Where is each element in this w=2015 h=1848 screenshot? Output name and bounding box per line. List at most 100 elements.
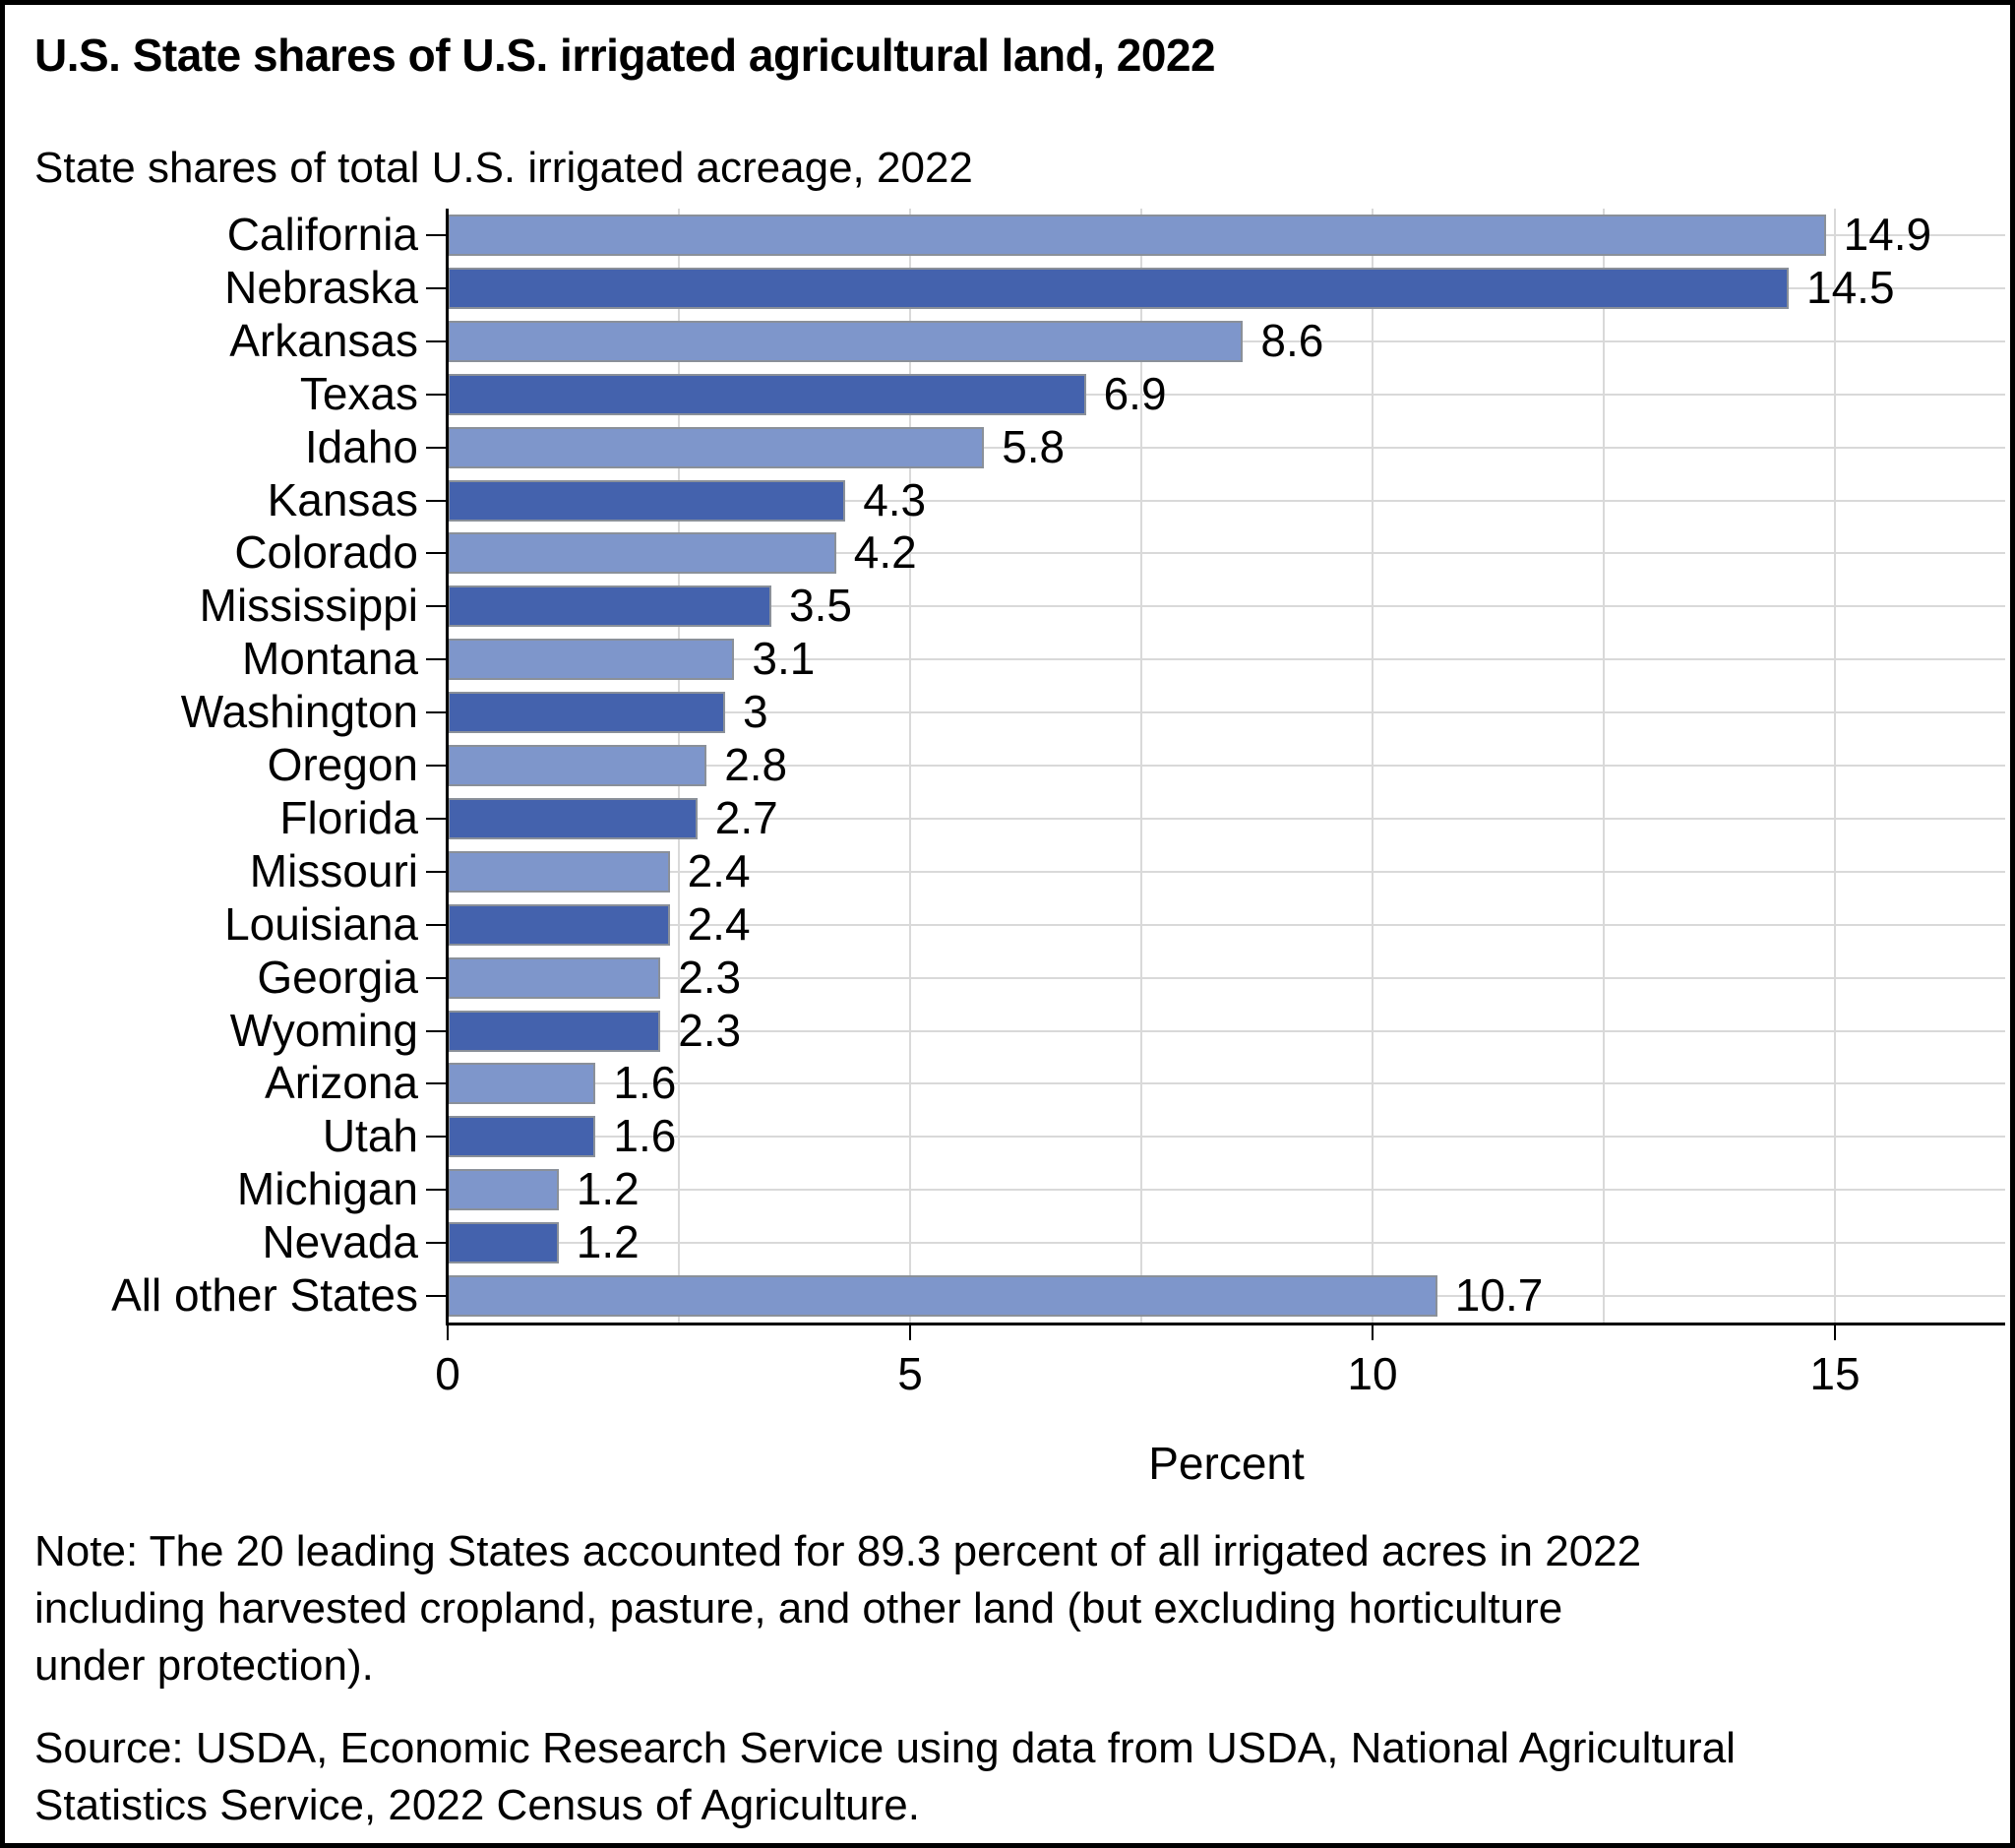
- bar-row: Missouri 2.4: [5, 845, 2010, 898]
- source-line: Source: USDA, Economic Research Service …: [34, 1724, 1736, 1772]
- value-label: 1.2: [576, 1163, 640, 1215]
- bar: [448, 1010, 661, 1052]
- y-axis-tick: [426, 1029, 446, 1032]
- bar-row: All other States 10.7: [5, 1269, 2010, 1323]
- bar: [448, 373, 1086, 415]
- y-axis-tick: [426, 923, 446, 926]
- y-axis-tick: [426, 817, 446, 820]
- category-label: California: [226, 209, 418, 260]
- chart-subtitle: State shares of total U.S. irrigated acr…: [34, 144, 973, 192]
- category-label: Oregon: [267, 739, 418, 790]
- horizontal-gridline: [448, 1029, 2005, 1032]
- bar-row: Idaho 5.8: [5, 421, 2010, 474]
- value-label: 2.3: [678, 1004, 742, 1056]
- bar-row: Washington 3: [5, 686, 2010, 739]
- y-axis-tick: [426, 1136, 446, 1139]
- bar: [448, 1222, 559, 1264]
- y-axis-line: [446, 209, 449, 1325]
- category-label: Michigan: [236, 1163, 418, 1215]
- horizontal-gridline: [448, 552, 2005, 555]
- note-line: under protection).: [34, 1641, 374, 1690]
- category-label: Montana: [241, 633, 418, 685]
- bar: [448, 215, 1826, 256]
- x-axis-line: [446, 1323, 2005, 1325]
- value-label: 2.8: [724, 739, 788, 790]
- bar: [448, 1116, 596, 1158]
- category-label: Kansas: [267, 473, 418, 525]
- horizontal-gridline: [448, 446, 2005, 449]
- x-axis-title: Percent: [1148, 1438, 1305, 1489]
- chart-title: U.S. State shares of U.S. irrigated agri…: [34, 30, 1216, 81]
- value-label: 14.5: [1806, 261, 1895, 313]
- bar: [448, 797, 698, 839]
- y-axis-tick: [426, 1242, 446, 1245]
- value-label: 2.4: [687, 897, 751, 950]
- bar-row: Louisiana 2.4: [5, 898, 2010, 952]
- horizontal-gridline: [448, 1189, 2005, 1192]
- bar: [448, 426, 985, 468]
- horizontal-gridline: [448, 817, 2005, 820]
- x-tick-label: 15: [1809, 1348, 1861, 1399]
- category-label: Idaho: [304, 420, 418, 472]
- bar: [448, 903, 670, 946]
- y-axis-tick: [426, 446, 446, 449]
- bar-row: Kansas 4.3: [5, 474, 2010, 527]
- note-line: including harvested cropland, pasture, a…: [34, 1584, 1563, 1632]
- category-label: Texas: [299, 367, 418, 419]
- value-label: 1.2: [576, 1216, 640, 1268]
- source-line: Statistics Service, 2022 Census of Agric…: [34, 1781, 920, 1829]
- bar-row: Michigan 1.2: [5, 1163, 2010, 1216]
- y-axis-tick: [426, 605, 446, 608]
- y-axis-tick: [426, 286, 446, 289]
- bar-row: Arkansas 8.6: [5, 315, 2010, 368]
- bar-row: Oregon 2.8: [5, 739, 2010, 792]
- horizontal-gridline: [448, 1136, 2005, 1139]
- value-label: 4.3: [863, 473, 927, 525]
- bar: [448, 479, 846, 522]
- x-tick-label: 0: [435, 1348, 460, 1399]
- value-label: 4.2: [853, 526, 917, 579]
- category-label: Louisiana: [224, 897, 418, 950]
- value-label: 2.4: [687, 844, 751, 896]
- y-axis-tick: [426, 765, 446, 767]
- bar: [448, 745, 707, 786]
- y-axis-tick: [426, 870, 446, 873]
- value-label: 10.7: [1454, 1269, 1544, 1321]
- x-axis-tick: [1372, 1325, 1374, 1340]
- y-axis-tick: [426, 1189, 446, 1192]
- x-tick-label: 10: [1347, 1348, 1398, 1399]
- horizontal-gridline: [448, 499, 2005, 502]
- value-label: 2.3: [678, 951, 742, 1003]
- bar-row: Wyoming 2.3: [5, 1005, 2010, 1058]
- y-axis-tick: [426, 711, 446, 714]
- bar-row: Montana 3.1: [5, 633, 2010, 686]
- value-label: 5.8: [1002, 420, 1066, 472]
- horizontal-gridline: [448, 1242, 2005, 1245]
- category-label: Colorado: [234, 526, 418, 579]
- bar-row: Arizona 1.6: [5, 1057, 2010, 1110]
- y-axis-tick: [426, 1295, 446, 1297]
- y-axis-tick: [426, 393, 446, 396]
- bar: [448, 267, 1789, 309]
- category-label: Nebraska: [224, 261, 418, 313]
- value-label: 2.7: [714, 791, 778, 843]
- value-label: 8.6: [1260, 314, 1324, 366]
- category-label: Georgia: [257, 951, 418, 1003]
- bar-row: Utah 1.6: [5, 1110, 2010, 1163]
- bar: [448, 320, 1244, 362]
- value-label: 3.5: [789, 580, 852, 632]
- x-axis-tick: [909, 1325, 911, 1340]
- x-tick-label: 5: [897, 1348, 923, 1399]
- horizontal-gridline: [448, 976, 2005, 979]
- y-axis-tick: [426, 976, 446, 979]
- value-label: 6.9: [1103, 367, 1167, 419]
- category-label: Mississippi: [199, 580, 418, 632]
- horizontal-gridline: [448, 605, 2005, 608]
- y-axis-tick: [426, 658, 446, 661]
- bar: [448, 956, 661, 999]
- bar: [448, 585, 771, 628]
- category-label: Florida: [279, 791, 418, 843]
- category-label: All other States: [111, 1269, 418, 1321]
- value-label: 3: [743, 686, 768, 738]
